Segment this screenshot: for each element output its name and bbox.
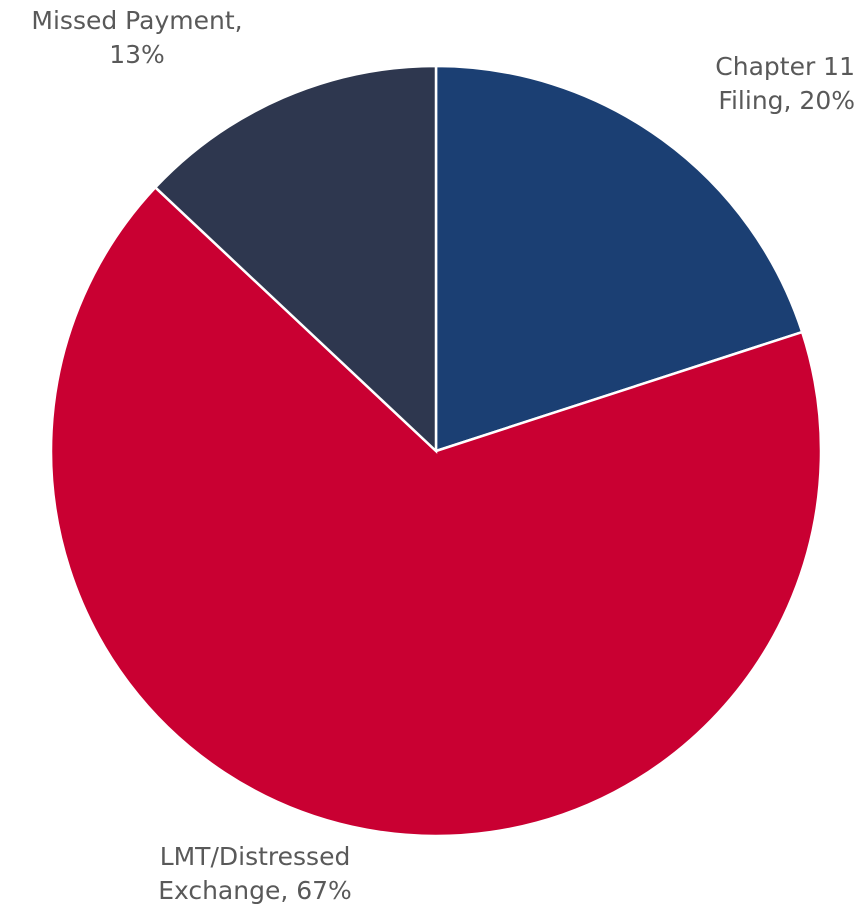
- slice-label: 13%: [109, 40, 165, 69]
- pie-slice: [153, 64, 438, 454]
- slice-label: Filing, 20%: [718, 86, 855, 115]
- pie-slice: [434, 64, 804, 453]
- slice-label: Missed Payment,: [31, 6, 242, 35]
- slice-label: Exchange, 67%: [158, 876, 352, 905]
- pie-slice: [49, 185, 823, 838]
- slice-label: LMT/Distressed: [160, 842, 351, 871]
- slice-label: Chapter 11: [715, 52, 855, 81]
